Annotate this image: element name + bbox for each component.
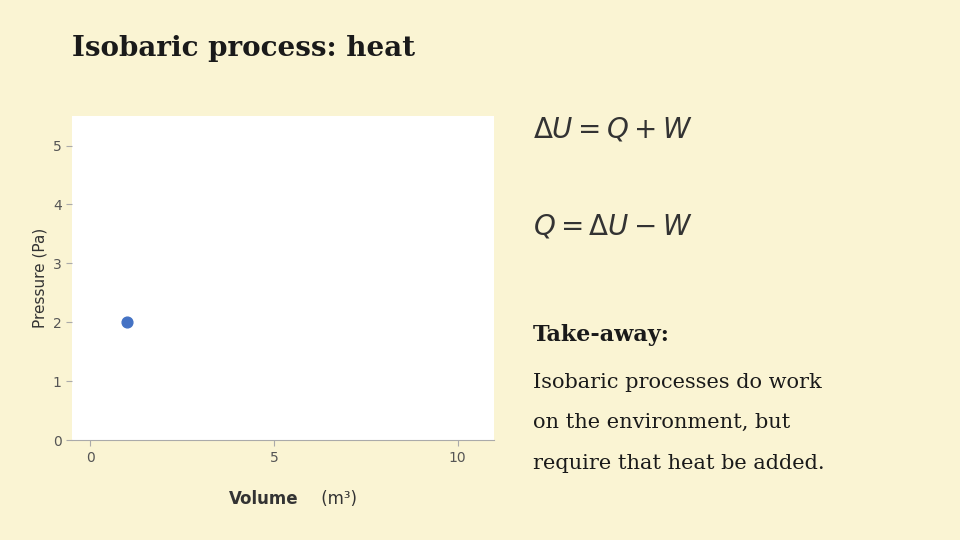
Text: Isobaric process: heat: Isobaric process: heat bbox=[72, 35, 415, 62]
Text: on the environment, but: on the environment, but bbox=[533, 413, 790, 432]
Text: $\Delta U = Q + W$: $\Delta U = Q + W$ bbox=[533, 116, 692, 144]
Text: $Q = \Delta U - W$: $Q = \Delta U - W$ bbox=[533, 213, 692, 241]
Text: Take-away:: Take-away: bbox=[533, 324, 670, 346]
Text: require that heat be added.: require that heat be added. bbox=[533, 454, 825, 472]
Text: (m³): (m³) bbox=[316, 490, 356, 509]
Text: Isobaric processes do work: Isobaric processes do work bbox=[533, 373, 822, 392]
Point bbox=[119, 318, 134, 327]
Y-axis label: Pressure (Pa): Pressure (Pa) bbox=[32, 228, 47, 328]
Text: Volume: Volume bbox=[229, 490, 299, 509]
